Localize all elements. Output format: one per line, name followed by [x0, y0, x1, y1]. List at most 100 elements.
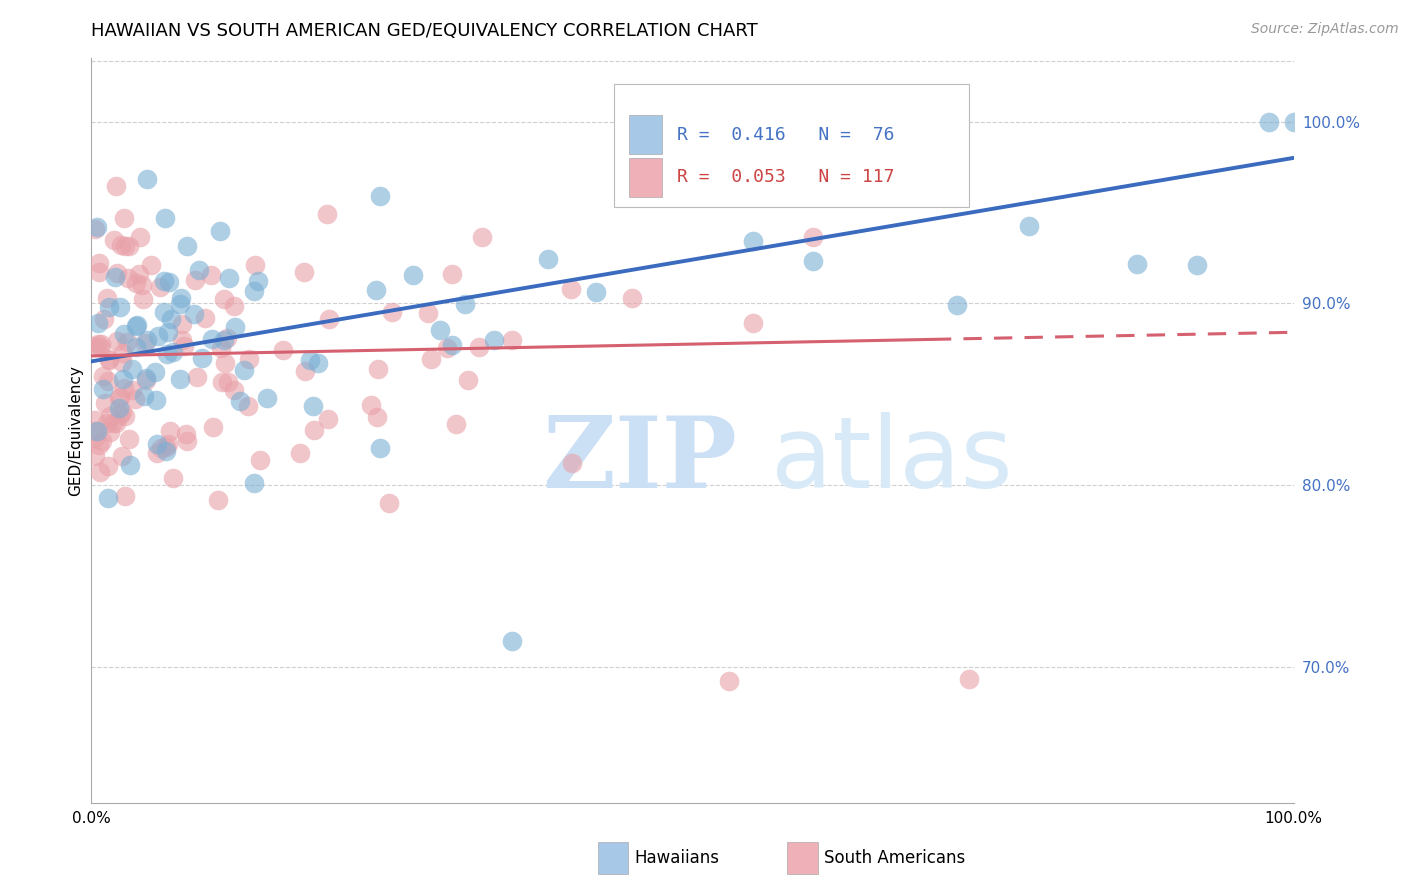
Point	[129, 229, 152, 244]
Point	[125, 319, 148, 334]
Point	[172, 333, 194, 347]
Point	[149, 280, 172, 294]
Point	[90, 337, 112, 351]
Point	[440, 338, 463, 352]
Point	[233, 363, 256, 377]
Point	[103, 416, 125, 430]
Point	[91, 368, 114, 383]
Point	[104, 269, 127, 284]
Text: ZIP: ZIP	[543, 412, 737, 508]
Text: South Americans: South Americans	[824, 849, 965, 867]
Point	[229, 393, 252, 408]
Point	[302, 423, 325, 437]
Point	[222, 300, 245, 314]
Point	[148, 329, 170, 343]
Point	[86, 219, 108, 234]
Point	[97, 375, 120, 389]
Point	[402, 268, 425, 283]
Point	[294, 364, 316, 378]
Point	[484, 333, 506, 347]
Point	[440, 267, 463, 281]
Point	[98, 352, 121, 367]
Point	[84, 413, 107, 427]
Point	[89, 340, 111, 354]
Point	[110, 408, 132, 422]
Point	[301, 399, 323, 413]
Point	[84, 425, 107, 439]
Point	[103, 233, 125, 247]
Point	[114, 409, 136, 424]
Point	[112, 211, 135, 225]
Point	[316, 411, 339, 425]
Point	[315, 207, 337, 221]
Point	[200, 268, 222, 282]
Point	[217, 331, 239, 345]
Point	[139, 258, 162, 272]
Point	[118, 239, 141, 253]
Point	[108, 391, 131, 405]
Text: Hawaiians: Hawaiians	[634, 849, 718, 867]
Point	[84, 339, 107, 353]
Point	[211, 375, 233, 389]
Point	[156, 347, 179, 361]
Point	[162, 470, 184, 484]
Point	[155, 211, 177, 225]
Point	[1187, 258, 1209, 272]
Point	[121, 362, 143, 376]
Point	[238, 352, 260, 367]
Point	[117, 432, 139, 446]
Point	[560, 282, 582, 296]
Point	[108, 401, 131, 416]
Point	[117, 271, 139, 285]
Point	[97, 301, 120, 315]
Point	[256, 391, 278, 405]
Point	[429, 323, 451, 337]
Point	[236, 399, 259, 413]
Point	[292, 265, 315, 279]
Point	[222, 383, 245, 397]
Point	[145, 366, 167, 380]
Point	[801, 253, 824, 268]
Point	[114, 239, 136, 253]
Point	[183, 307, 205, 321]
Point	[174, 426, 197, 441]
Point	[243, 258, 266, 272]
Point	[360, 398, 382, 412]
Point	[121, 383, 143, 397]
Point	[454, 297, 477, 311]
Point	[368, 441, 391, 455]
Point	[318, 312, 340, 326]
Point	[243, 475, 266, 490]
Y-axis label: GED/Equivalency: GED/Equivalency	[67, 365, 83, 496]
Point	[136, 333, 159, 347]
Point	[249, 452, 271, 467]
Point	[87, 438, 110, 452]
Point	[125, 340, 148, 354]
Point	[160, 312, 183, 326]
Text: HAWAIIAN VS SOUTH AMERICAN GED/EQUIVALENCY CORRELATION CHART: HAWAIIAN VS SOUTH AMERICAN GED/EQUIVALEN…	[91, 22, 758, 40]
Point	[145, 392, 167, 407]
Point	[110, 390, 132, 404]
Point	[1126, 257, 1149, 271]
Point	[741, 316, 763, 330]
Text: R =  0.053   N = 117: R = 0.053 N = 117	[676, 169, 894, 186]
Point	[169, 372, 191, 386]
Point	[243, 284, 266, 298]
Point	[367, 362, 389, 376]
Point	[96, 416, 118, 430]
Point	[155, 440, 177, 454]
Point	[84, 431, 107, 445]
Point	[132, 292, 155, 306]
Point	[501, 634, 523, 648]
Point	[186, 369, 208, 384]
Point	[112, 327, 135, 342]
Point	[105, 334, 128, 349]
Point	[247, 275, 270, 289]
Point	[209, 224, 232, 238]
Point	[91, 434, 114, 449]
Bar	[628, 158, 662, 196]
Point	[146, 446, 169, 460]
Point	[120, 458, 142, 472]
Point	[114, 489, 136, 503]
Point	[111, 355, 134, 369]
